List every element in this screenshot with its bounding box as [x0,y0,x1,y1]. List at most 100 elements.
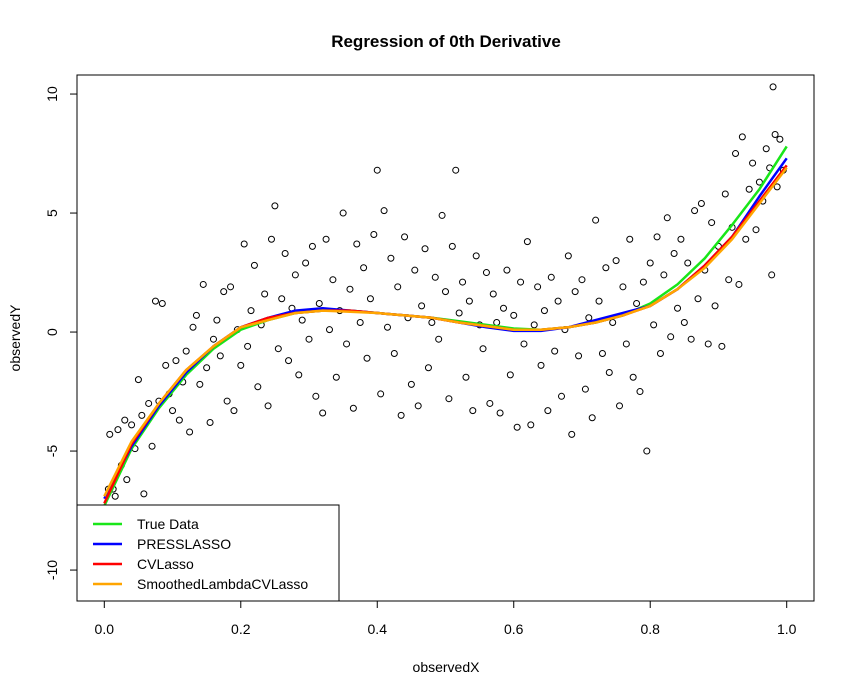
data-point [363,354,371,362]
data-point [377,390,385,398]
data-point [145,399,153,407]
data-point [680,319,688,327]
data-point [274,345,282,353]
data-point [220,288,228,296]
data-point [629,373,637,381]
data-point [619,283,627,291]
data-point [745,185,753,193]
data-point [534,283,542,291]
data-point [472,252,480,260]
series-line-true data [103,145,788,507]
legend-label: CVLasso [137,556,194,572]
data-point [752,226,760,234]
data-point [694,295,702,303]
data-point [411,266,419,274]
data-point [578,276,586,284]
data-point [663,214,671,222]
series-line-smoothedlambdacvlasso [103,167,788,497]
data-point [571,288,579,296]
data-point [192,311,200,319]
x-tick-label: 0.6 [504,621,524,637]
data-point [285,357,293,365]
data-point [530,321,538,329]
data-point [111,492,119,500]
data-point [452,166,460,174]
data-point [643,447,651,455]
x-tick-label: 0.0 [95,621,115,637]
data-point [639,278,647,286]
data-point [636,388,644,396]
data-point [442,288,449,296]
data-point [158,299,166,307]
data-point [496,409,504,417]
data-point [667,333,675,341]
data-point [486,399,494,407]
data-point [564,252,572,260]
data-point [626,235,634,243]
data-point [428,319,436,327]
data-point [394,283,402,291]
legend-label: PRESSLASSO [137,536,231,552]
data-point [762,145,770,153]
data-point [254,383,262,391]
data-point [749,159,757,167]
data-point [349,404,357,412]
data-point [605,369,613,377]
data-point [551,347,559,355]
x-tick-label: 0.8 [640,621,660,637]
data-point [445,395,453,403]
data-point [612,257,620,265]
data-point [595,297,603,305]
data-point [106,430,114,438]
data-point [656,349,664,357]
data-point [424,364,432,372]
data-point [660,271,668,279]
data-point [469,407,477,415]
scatter-points [103,83,787,515]
data-point [602,264,610,272]
data-point [401,233,409,241]
data-point [189,323,197,331]
data-point [773,183,781,191]
data-point [240,240,248,248]
data-point [322,235,330,243]
data-point [448,242,456,250]
data-point [312,392,320,400]
data-point [609,319,617,327]
data-point [616,402,624,410]
data-point [711,302,719,310]
data-point [250,261,258,269]
data-point [264,402,272,410]
data-point [319,409,327,417]
data-point [691,207,699,215]
data-point [771,131,779,139]
data-point [742,235,750,243]
data-point [540,307,548,315]
x-axis: 0.0 0.2 0.4 0.6 0.8 1.0 [95,600,797,637]
data-point [387,254,395,262]
data-point [244,342,252,350]
data-point [332,373,340,381]
data-point [148,442,156,450]
data-point [169,407,177,415]
y-tick-label: 0 [44,328,60,336]
data-point [585,314,593,322]
data-point [360,264,368,272]
data-point [732,150,740,158]
data-point [503,266,511,274]
data-point [295,371,303,379]
data-point [298,316,306,324]
data-point [581,385,589,393]
data-point [558,392,566,400]
data-point [308,242,316,250]
data-point [646,259,654,267]
data-point [390,349,398,357]
data-point [462,373,470,381]
data-point [755,178,763,186]
data-point [633,299,641,307]
data-point [455,309,463,317]
data-point [128,421,136,429]
legend: True Data PRESSLASSO CVLasso SmoothedLambda… [76,504,340,602]
data-point [203,364,211,372]
data-point [196,380,204,388]
